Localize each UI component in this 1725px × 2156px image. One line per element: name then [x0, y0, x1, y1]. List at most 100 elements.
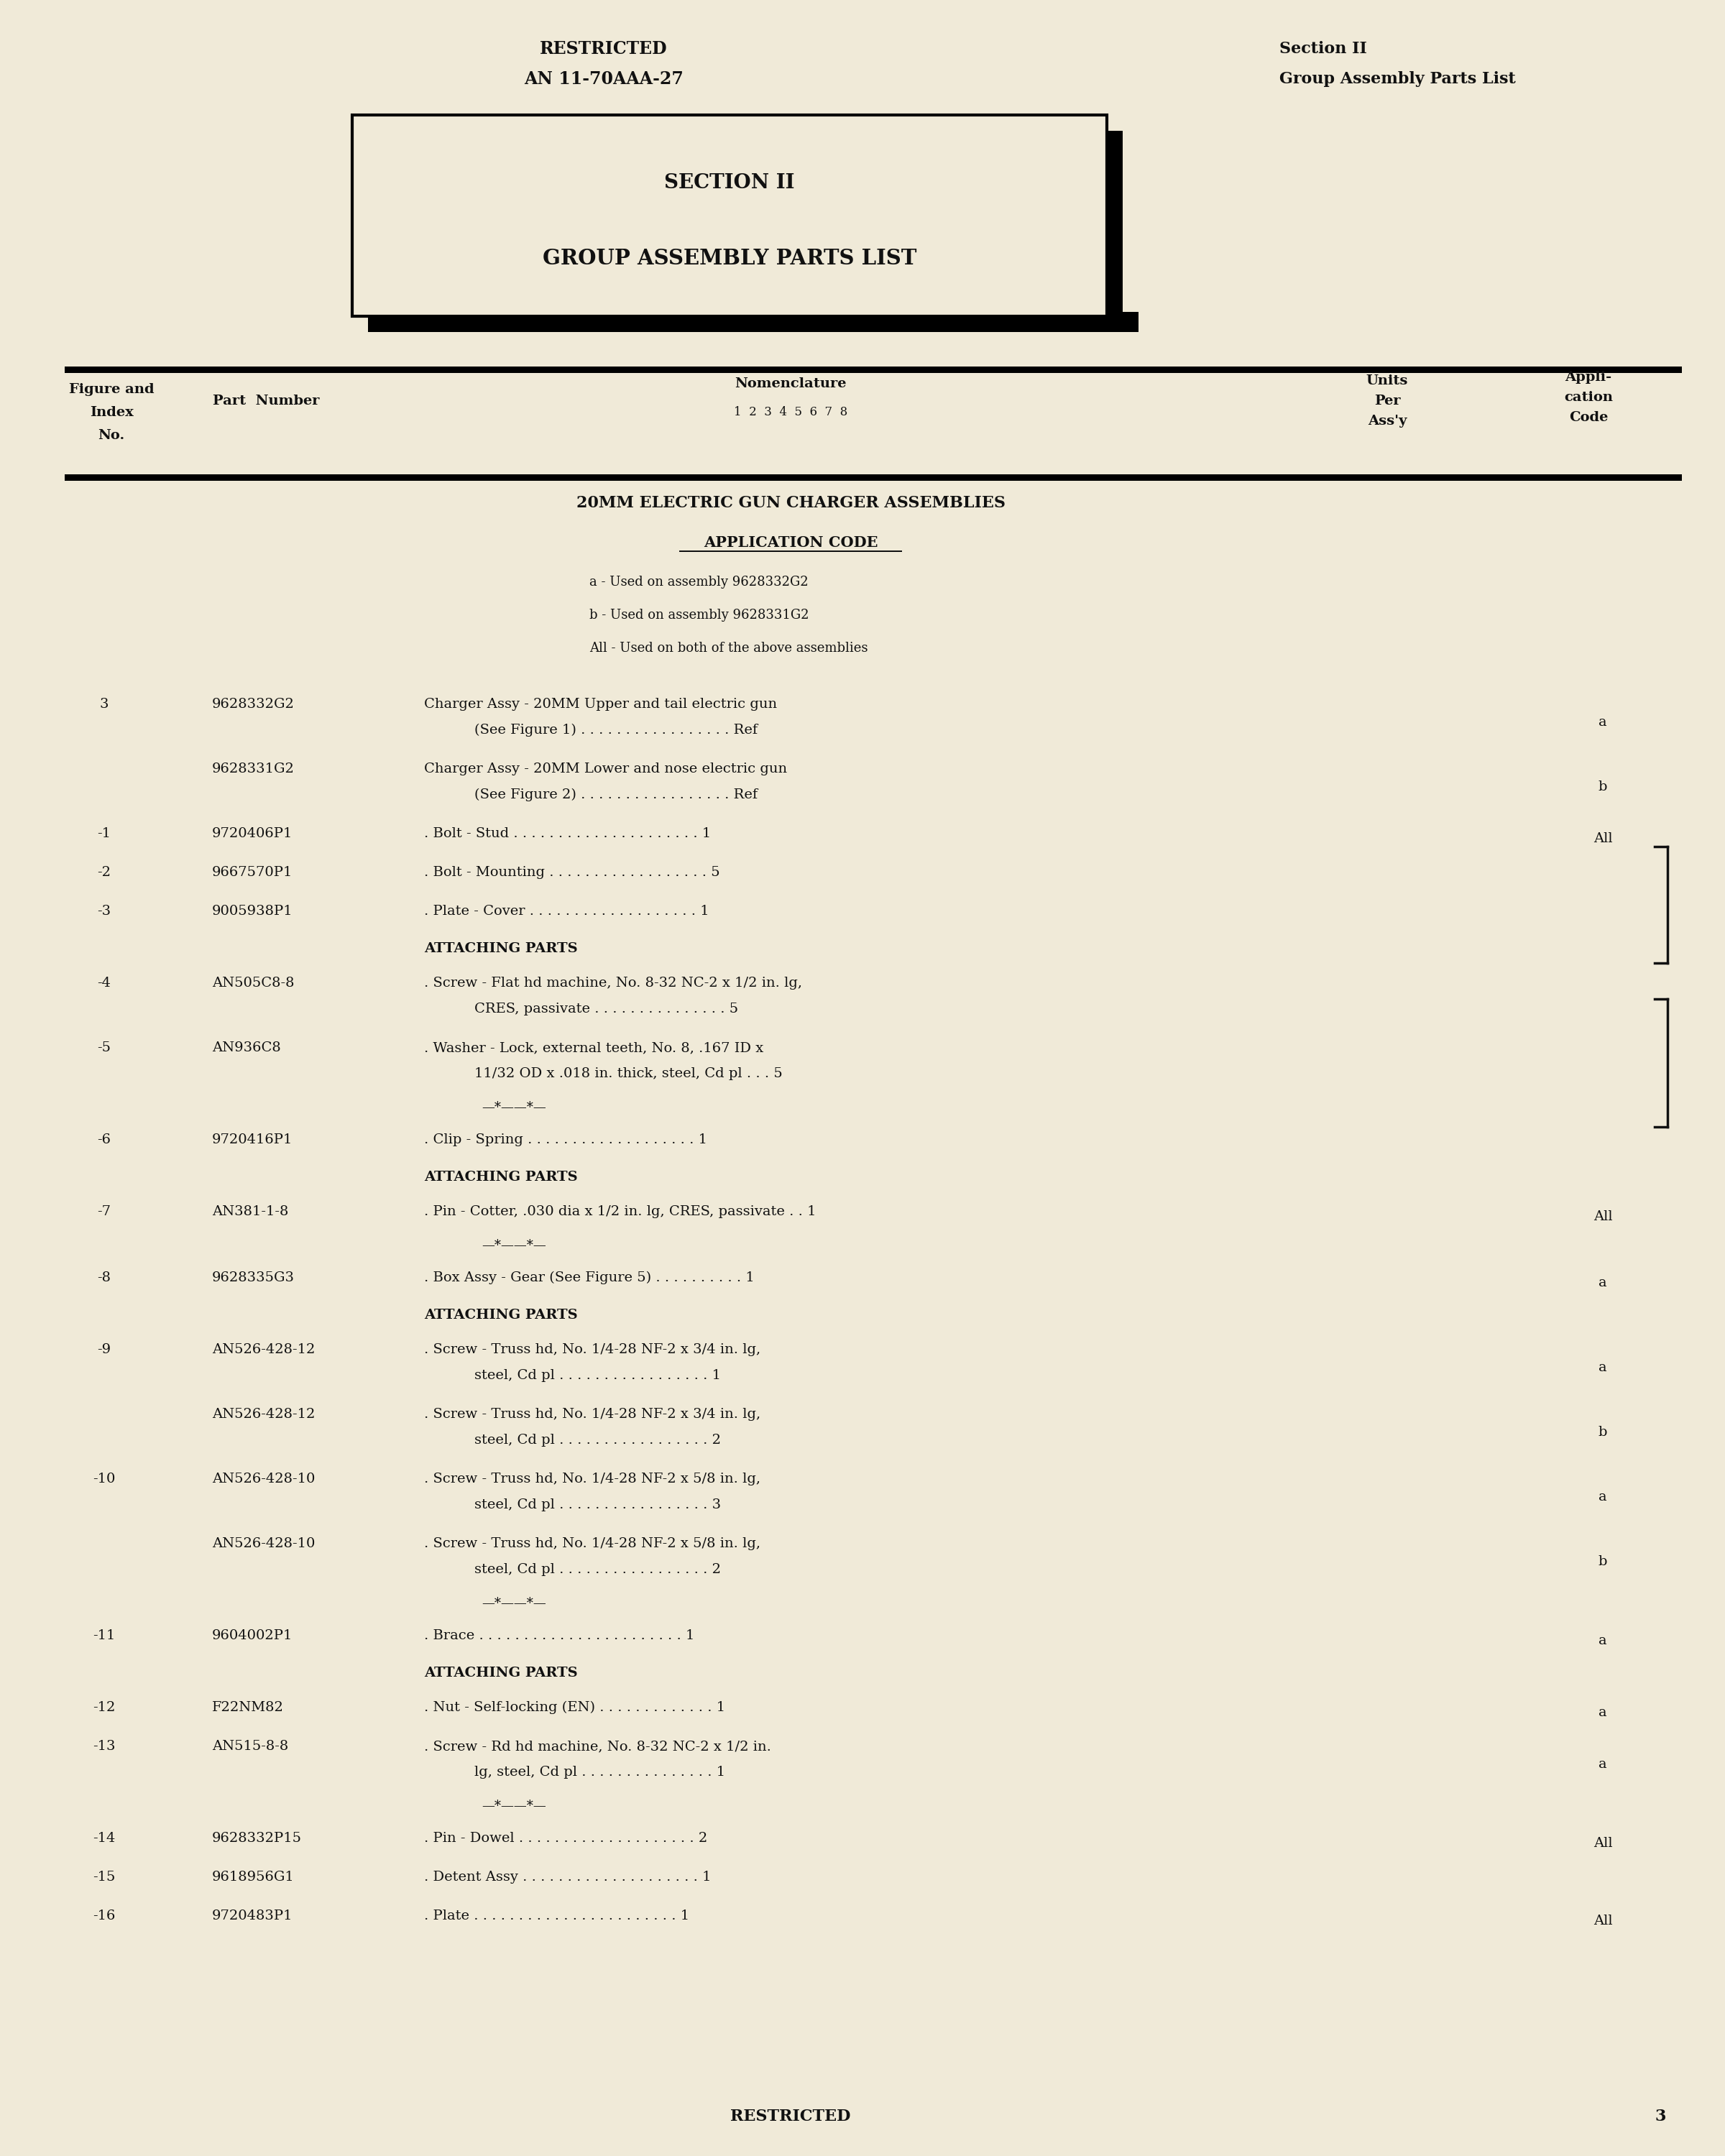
Text: -12: -12 [93, 1701, 116, 1714]
Bar [352, 114, 1107, 317]
Text: -6: -6 [97, 1134, 110, 1147]
Text: -4: -4 [97, 977, 110, 990]
Text: . Plate . . . . . . . . . . . . . . . . . . . . . . . 1: . Plate . . . . . . . . . . . . . . . . … [424, 1910, 690, 1923]
Text: -14: -14 [93, 1833, 116, 1846]
Text: All: All [1594, 1210, 1613, 1222]
Text: AN 11-70AAA-27: AN 11-70AAA-27 [524, 71, 683, 88]
Text: a: a [1599, 1490, 1608, 1503]
Text: . Box Assy - Gear (See Figure 5) . . . . . . . . . . 1: . Box Assy - Gear (See Figure 5) . . . .… [424, 1272, 754, 1285]
Text: . Nut - Self-locking (EN) . . . . . . . . . . . . . 1: . Nut - Self-locking (EN) . . . . . . . … [424, 1701, 724, 1714]
Text: . Brace . . . . . . . . . . . . . . . . . . . . . . . 1: . Brace . . . . . . . . . . . . . . . . … [424, 1630, 695, 1643]
Text: -13: -13 [93, 1740, 116, 1753]
Text: . Screw - Truss hd, No. 1/4-28 NF-2 x 3/4 in. lg,: . Screw - Truss hd, No. 1/4-28 NF-2 x 3/… [424, 1343, 761, 1356]
Text: Per: Per [1375, 395, 1401, 407]
Text: 9005938P1: 9005938P1 [212, 906, 293, 918]
Text: (See Figure 2) . . . . . . . . . . . . . . . . . Ref: (See Figure 2) . . . . . . . . . . . . .… [474, 789, 757, 802]
Text: -7: -7 [97, 1205, 110, 1218]
Text: b: b [1599, 1554, 1608, 1567]
Text: ATTACHING PARTS: ATTACHING PARTS [424, 1171, 578, 1184]
Text: cation: cation [1565, 390, 1613, 403]
Text: Figure and: Figure and [69, 384, 154, 397]
Text: a: a [1599, 716, 1608, 729]
Text: —*——*—: —*——*— [481, 1595, 547, 1608]
Bar [66, 367, 1682, 373]
Text: a: a [1599, 1634, 1608, 1647]
Text: . Washer - Lock, external teeth, No. 8, .167 ID x: . Washer - Lock, external teeth, No. 8, … [424, 1041, 764, 1054]
Text: -2: -2 [97, 867, 110, 880]
Text: 11/32 OD x .018 in. thick, steel, Cd pl . . . 5: 11/32 OD x .018 in. thick, steel, Cd pl … [474, 1067, 783, 1080]
Text: 1  2  3  4  5  6  7  8: 1 2 3 4 5 6 7 8 [733, 405, 847, 418]
Text: . Detent Assy . . . . . . . . . . . . . . . . . . . . 1: . Detent Assy . . . . . . . . . . . . . … [424, 1871, 711, 1884]
Text: CRES, passivate . . . . . . . . . . . . . . . 5: CRES, passivate . . . . . . . . . . . . … [474, 1003, 738, 1015]
Text: -15: -15 [93, 1871, 116, 1884]
Text: —*——*—: —*——*— [481, 1100, 547, 1112]
Text: . Screw - Rd hd machine, No. 8-32 NC-2 x 1/2 in.: . Screw - Rd hd machine, No. 8-32 NC-2 x… [424, 1740, 771, 1753]
Text: RESTRICTED: RESTRICTED [730, 2109, 850, 2124]
Text: -1: -1 [97, 828, 110, 841]
Text: AN381-1-8: AN381-1-8 [212, 1205, 288, 1218]
Text: Charger Assy - 20MM Upper and tail electric gun: Charger Assy - 20MM Upper and tail elect… [424, 699, 776, 711]
Text: -8: -8 [97, 1272, 110, 1285]
Text: Charger Assy - 20MM Lower and nose electric gun: Charger Assy - 20MM Lower and nose elect… [424, 763, 787, 776]
Bar [367, 313, 1139, 332]
Text: F22NM82: F22NM82 [212, 1701, 285, 1714]
Text: a - Used on assembly 9628332G2: a - Used on assembly 9628332G2 [590, 576, 809, 589]
Text: —*——*—: —*——*— [481, 1238, 547, 1250]
Text: 3: 3 [100, 699, 109, 711]
Text: ATTACHING PARTS: ATTACHING PARTS [424, 1309, 578, 1322]
Text: 3: 3 [1654, 2109, 1666, 2124]
Text: 9628332P15: 9628332P15 [212, 1833, 302, 1846]
Text: 9628335G3: 9628335G3 [212, 1272, 295, 1285]
Text: Group Assembly Parts List: Group Assembly Parts List [1280, 71, 1516, 86]
Text: —*——*—: —*——*— [481, 1798, 547, 1811]
Text: (See Figure 1) . . . . . . . . . . . . . . . . . Ref: (See Figure 1) . . . . . . . . . . . . .… [474, 724, 757, 737]
Text: . Screw - Truss hd, No. 1/4-28 NF-2 x 5/8 in. lg,: . Screw - Truss hd, No. 1/4-28 NF-2 x 5/… [424, 1537, 761, 1550]
Text: 9720416P1: 9720416P1 [212, 1134, 293, 1147]
Text: lg, steel, Cd pl . . . . . . . . . . . . . . . 1: lg, steel, Cd pl . . . . . . . . . . . .… [474, 1766, 724, 1779]
Bar [367, 132, 1123, 332]
Text: . Pin - Cotter, .030 dia x 1/2 in. lg, CRES, passivate . . 1: . Pin - Cotter, .030 dia x 1/2 in. lg, C… [424, 1205, 816, 1218]
Text: . Pin - Dowel . . . . . . . . . . . . . . . . . . . . 2: . Pin - Dowel . . . . . . . . . . . . . … [424, 1833, 707, 1846]
Text: 9720406P1: 9720406P1 [212, 828, 293, 841]
Text: . Screw - Truss hd, No. 1/4-28 NF-2 x 5/8 in. lg,: . Screw - Truss hd, No. 1/4-28 NF-2 x 5/… [424, 1473, 761, 1485]
Text: Section II: Section II [1280, 41, 1366, 56]
Text: a: a [1599, 1360, 1608, 1373]
Text: a: a [1599, 1705, 1608, 1718]
Text: Ass'y: Ass'y [1368, 414, 1408, 427]
Text: Code: Code [1570, 412, 1608, 425]
Text: b: b [1599, 1425, 1608, 1438]
Text: AN526-428-10: AN526-428-10 [212, 1537, 316, 1550]
Text: All - Used on both of the above assemblies: All - Used on both of the above assembli… [590, 642, 868, 655]
Text: a: a [1599, 1276, 1608, 1289]
Text: -9: -9 [97, 1343, 110, 1356]
Text: AN526-428-12: AN526-428-12 [212, 1343, 316, 1356]
Text: steel, Cd pl . . . . . . . . . . . . . . . . . 1: steel, Cd pl . . . . . . . . . . . . . .… [474, 1369, 721, 1382]
Text: 20MM ELECTRIC GUN CHARGER ASSEMBLIES: 20MM ELECTRIC GUN CHARGER ASSEMBLIES [576, 496, 1006, 511]
Text: -5: -5 [97, 1041, 110, 1054]
Text: . Screw - Truss hd, No. 1/4-28 NF-2 x 3/4 in. lg,: . Screw - Truss hd, No. 1/4-28 NF-2 x 3/… [424, 1408, 761, 1421]
Text: 9618956G1: 9618956G1 [212, 1871, 295, 1884]
Text: b - Used on assembly 9628331G2: b - Used on assembly 9628331G2 [590, 608, 809, 621]
Text: Appli-: Appli- [1565, 371, 1611, 384]
Text: 9604002P1: 9604002P1 [212, 1630, 293, 1643]
Text: Index: Index [90, 405, 133, 418]
Text: GROUP ASSEMBLY PARTS LIST: GROUP ASSEMBLY PARTS LIST [543, 248, 916, 270]
Text: ATTACHING PARTS: ATTACHING PARTS [424, 942, 578, 955]
Text: AN936C8: AN936C8 [212, 1041, 281, 1054]
Text: a: a [1599, 1757, 1608, 1770]
Text: steel, Cd pl . . . . . . . . . . . . . . . . . 2: steel, Cd pl . . . . . . . . . . . . . .… [474, 1434, 721, 1447]
Text: All: All [1594, 1915, 1613, 1927]
Text: 9628331G2: 9628331G2 [212, 763, 295, 776]
Text: . Bolt - Stud . . . . . . . . . . . . . . . . . . . . . 1: . Bolt - Stud . . . . . . . . . . . . . … [424, 828, 711, 841]
Text: APPLICATION CODE: APPLICATION CODE [704, 535, 878, 550]
Text: -16: -16 [93, 1910, 116, 1923]
Text: -10: -10 [93, 1473, 116, 1485]
Text: All: All [1594, 1837, 1613, 1850]
Bar [66, 474, 1682, 481]
Text: AN526-428-12: AN526-428-12 [212, 1408, 316, 1421]
Text: . Screw - Flat hd machine, No. 8-32 NC-2 x 1/2 in. lg,: . Screw - Flat hd machine, No. 8-32 NC-2… [424, 977, 802, 990]
Text: Nomenclature: Nomenclature [735, 377, 847, 390]
Text: No.: No. [98, 429, 124, 442]
Text: AN505C8-8: AN505C8-8 [212, 977, 295, 990]
Text: steel, Cd pl . . . . . . . . . . . . . . . . . 3: steel, Cd pl . . . . . . . . . . . . . .… [474, 1498, 721, 1511]
